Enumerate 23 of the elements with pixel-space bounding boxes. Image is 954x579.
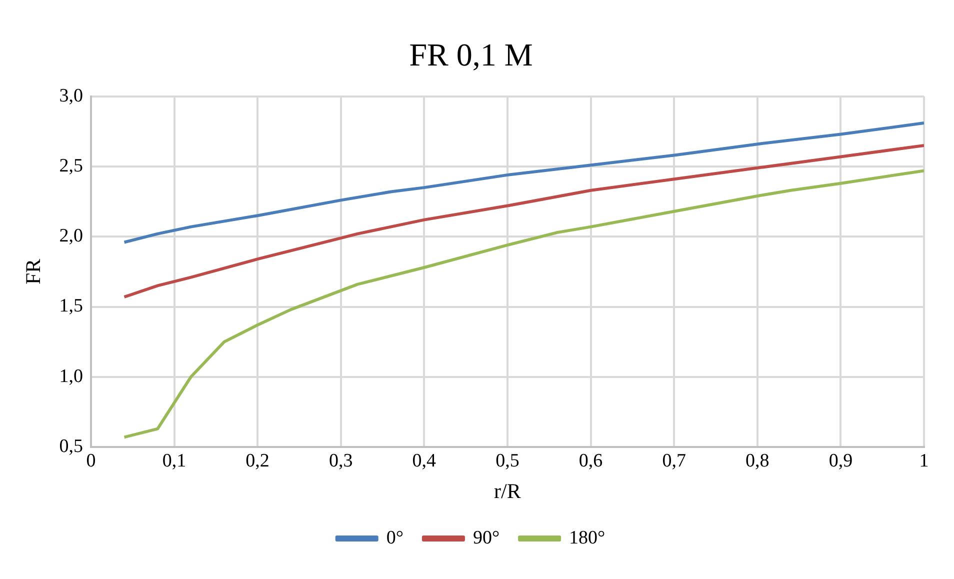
x-tick-label: 0,6 (578, 450, 603, 472)
x-tick-label: 0,3 (328, 450, 353, 472)
legend-label: 180° (569, 527, 606, 548)
x-tick-label: 0,9 (828, 450, 853, 472)
x-tick-label: 0,2 (246, 450, 270, 472)
x-tick-label: 0 (86, 450, 96, 472)
x-tick-label: 0,8 (746, 450, 770, 472)
y-tick-label: 1,0 (59, 366, 83, 387)
y-tick-label: 2,5 (59, 156, 83, 177)
x-tick-label: 0,1 (162, 450, 186, 472)
x-tick-label: 0,4 (412, 450, 437, 472)
x-tick-label: 0,5 (496, 450, 520, 472)
x-tick-label: 1 (919, 450, 929, 472)
legend-label: 90° (472, 527, 500, 548)
y-axis-title: FR (21, 258, 46, 285)
y-tick-label: 3,0 (59, 85, 83, 106)
x-tick-label: 0,7 (662, 450, 686, 472)
y-tick-label: 0,5 (59, 436, 83, 457)
chart-title: FR 0,1 M (409, 36, 533, 73)
legend-label: 0° (386, 527, 404, 548)
y-tick-label: 2,0 (59, 226, 83, 247)
y-tick-label: 1,5 (59, 296, 83, 317)
x-axis-title: r/R (494, 478, 521, 503)
